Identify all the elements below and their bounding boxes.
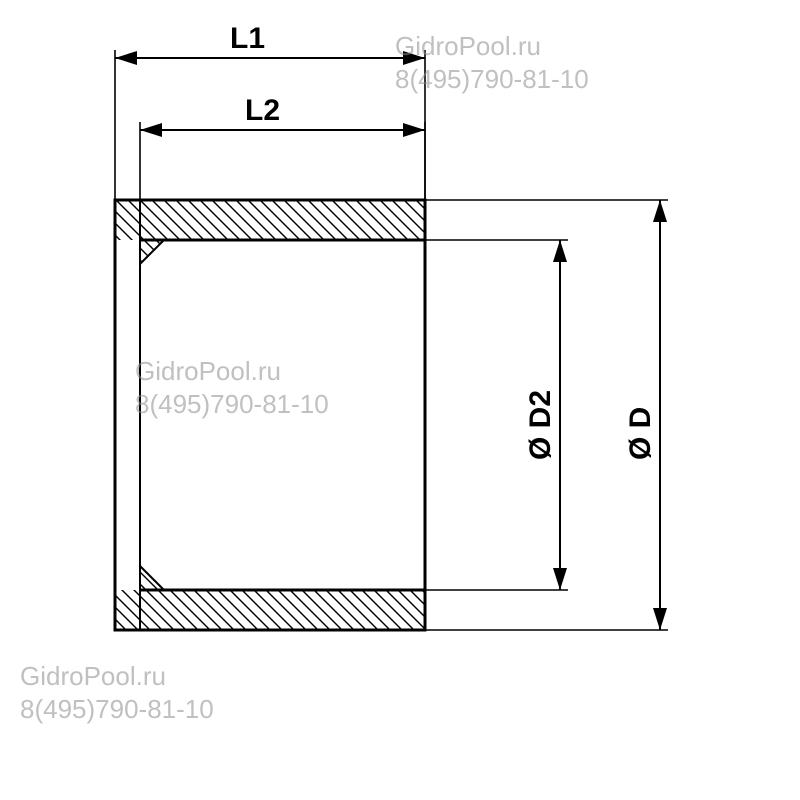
dim-label-l2: L2	[245, 94, 280, 127]
dim-label-l1: L1	[230, 22, 265, 55]
dim-label: Ø D2	[524, 390, 557, 460]
dim-label: Ø D	[624, 407, 657, 460]
